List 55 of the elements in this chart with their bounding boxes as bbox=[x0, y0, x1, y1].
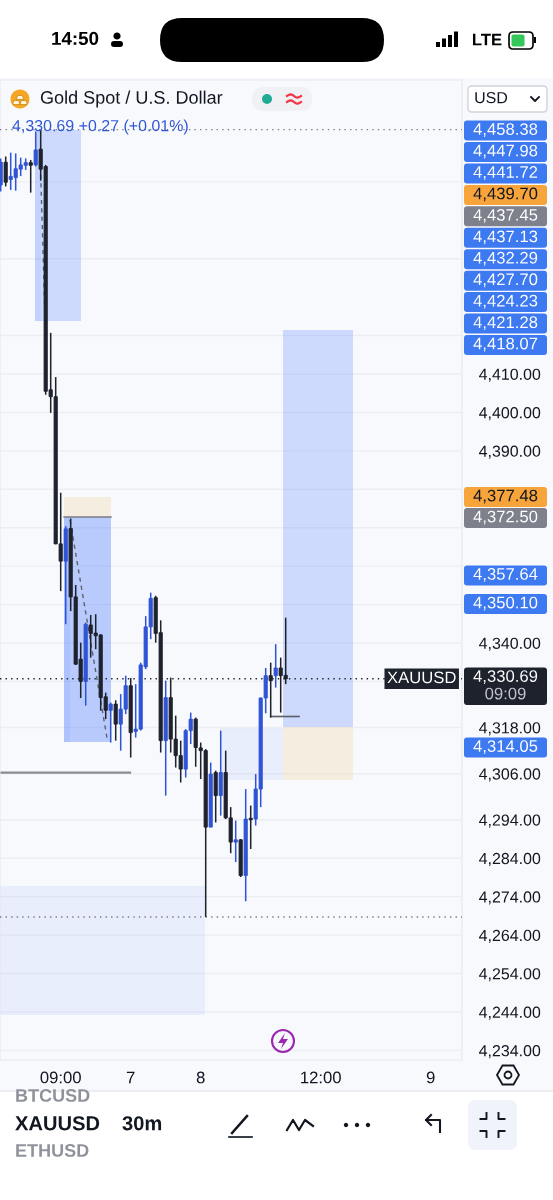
text: LTE bbox=[472, 33, 502, 46]
y-tick-label: 4,318.00 bbox=[479, 722, 541, 736]
candlestick bbox=[28, 159, 33, 194]
text: 4,330.69 09:09 bbox=[473, 670, 538, 700]
candlestick bbox=[113, 699, 118, 742]
x-tick-label: 9 bbox=[426, 1071, 435, 1084]
candlestick bbox=[233, 819, 238, 863]
text: 4,424.23 bbox=[473, 294, 538, 309]
y-tick-label: 4,244.00 bbox=[479, 1006, 541, 1020]
y-tick-label: 4,306.00 bbox=[479, 768, 541, 782]
text: 4,350.10 bbox=[473, 596, 538, 611]
y-tick-label: 4,264.00 bbox=[479, 929, 541, 943]
text: ETHUSD bbox=[16, 1144, 89, 1157]
text: 4,421.28 bbox=[473, 316, 538, 331]
text: 4,447.98 bbox=[473, 144, 538, 159]
text: 4,439.70 bbox=[473, 187, 538, 202]
ref-line-label: XAUUSD bbox=[387, 671, 456, 684]
text: 4,314.05 bbox=[473, 740, 538, 754]
y-tick-label: 4,294.00 bbox=[479, 814, 541, 828]
text: Gold Spot / U.S. Dollar bbox=[40, 90, 223, 108]
text: 4,432.29 bbox=[473, 251, 538, 266]
y-tick-label: 4,340.00 bbox=[479, 637, 541, 651]
text: 4,437.45 bbox=[473, 208, 538, 223]
candlestick bbox=[248, 804, 253, 850]
y-tick-label: 4,284.00 bbox=[479, 852, 541, 867]
text: 4,330.69 +0.27 (+0.01%) bbox=[12, 119, 188, 135]
y-tick-label: 4,234.00 bbox=[479, 1045, 541, 1059]
candlestick bbox=[218, 729, 223, 817]
y-tick-label: 4,274.00 bbox=[479, 891, 541, 905]
x-tick-label: 09:00 bbox=[40, 1071, 81, 1084]
y-tick-label: 4,410.00 bbox=[479, 368, 541, 382]
x-tick-label: 7 bbox=[126, 1071, 135, 1084]
text: 4,441.72 bbox=[473, 166, 538, 180]
candlestick bbox=[213, 769, 218, 824]
text: 4,437.13 bbox=[473, 230, 538, 245]
candlestick bbox=[273, 643, 278, 689]
candlestick bbox=[3, 155, 8, 188]
text: 4,357.64 bbox=[473, 568, 538, 582]
text: BTCUSD bbox=[16, 1089, 90, 1102]
y-tick-label: 4,254.00 bbox=[479, 968, 541, 982]
candlestick bbox=[0, 157, 3, 193]
candlestick bbox=[108, 701, 113, 744]
text: 4,418.07 bbox=[473, 337, 538, 352]
y-tick-label: 4,390.00 bbox=[479, 445, 541, 459]
text: XAUUSD bbox=[15, 1116, 100, 1131]
text: 14:50 bbox=[52, 31, 99, 46]
x-tick-label: 12:00 bbox=[301, 1071, 341, 1084]
text: 4,458.38 bbox=[473, 123, 538, 137]
text: 4,372.50 bbox=[473, 510, 538, 525]
text: 30m bbox=[122, 1116, 162, 1131]
x-tick-label: 8 bbox=[196, 1071, 205, 1084]
y-tick-label: 4,400.00 bbox=[479, 407, 541, 421]
text: USD bbox=[475, 91, 508, 104]
text: 4,377.48 bbox=[473, 489, 538, 504]
text: 4,427.70 bbox=[473, 273, 538, 288]
